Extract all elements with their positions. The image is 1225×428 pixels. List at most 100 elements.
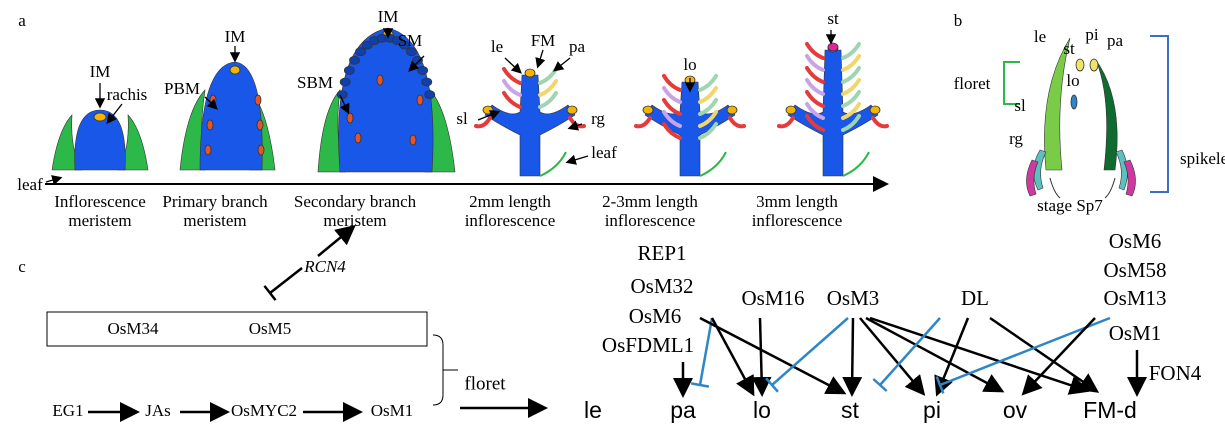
primordium (356, 48, 366, 56)
primordium (727, 106, 737, 114)
stage-caption: Primary branch (162, 192, 268, 211)
primordium (207, 120, 213, 130)
gene: JAs (145, 401, 171, 420)
primordium (258, 145, 264, 155)
spikelet-bracket (1150, 36, 1168, 192)
annotation: le (491, 37, 503, 56)
target: st (841, 397, 860, 423)
stage-caption: inflorescence (752, 211, 843, 230)
inflorescence (645, 82, 735, 176)
floral-organ (873, 118, 887, 126)
floral-organ (540, 69, 556, 83)
gene: OsM34 (107, 319, 159, 338)
primordium (255, 95, 261, 105)
regulator: OsM58 (1103, 258, 1166, 282)
palea (1096, 60, 1117, 170)
floral-organ (700, 76, 716, 90)
panel-label: a (18, 11, 26, 30)
gene: RCN4 (303, 257, 346, 276)
stage-caption: 2-3mm length (602, 192, 698, 211)
annotation: IM (225, 27, 246, 46)
regulator: OsM1 (1109, 321, 1162, 345)
stamen (1090, 59, 1098, 71)
spikelet-label: spikelet (1180, 149, 1225, 168)
stage-caption: meristem (183, 211, 246, 230)
primordium (377, 75, 383, 85)
target: le (584, 397, 602, 423)
annotation: SM (398, 31, 423, 50)
organ-label: le (1034, 27, 1046, 46)
target: pa (670, 397, 696, 423)
floret-label: floret (464, 373, 506, 394)
stage-caption: 3mm length (756, 192, 838, 211)
regulator: OsM6 (1109, 229, 1162, 253)
target: FM-d (1083, 397, 1137, 423)
primordium (347, 113, 353, 123)
primordium (340, 78, 350, 86)
annotation: IM (90, 62, 111, 81)
regulator: OsM3 (827, 286, 880, 310)
regulator: FON4 (1149, 361, 1202, 385)
floral-organ (504, 69, 520, 83)
primordium (94, 113, 106, 121)
stage-caption: meristem (68, 211, 131, 230)
stamen (1076, 59, 1084, 71)
stage-caption: 2mm length (469, 192, 551, 211)
inhibit-line (270, 268, 302, 293)
annotation: rg (591, 109, 605, 128)
primordium (418, 66, 428, 74)
regulator: REP1 (637, 241, 686, 265)
floral-organ (476, 118, 490, 126)
arrow (860, 318, 922, 392)
floret-label: floret (954, 74, 991, 93)
primordium (205, 145, 211, 155)
floral-organ (779, 118, 793, 126)
primordium (786, 106, 796, 114)
figure: aInflorescencemeristemPrimary branchmeri… (0, 0, 1225, 428)
organ-label: sl (1014, 96, 1026, 115)
gene-box (47, 312, 427, 346)
stage-caption: inflorescence (465, 211, 556, 230)
stage-caption: inflorescence (605, 211, 696, 230)
regulator: DL (961, 286, 989, 310)
primordium (828, 43, 838, 51)
annotation: leaf (17, 175, 43, 194)
annotation: SBM (297, 73, 333, 92)
annotation: FM (531, 31, 556, 50)
gene: OsM1 (371, 401, 414, 420)
primordium (643, 106, 653, 114)
regulator: OsM32 (630, 274, 693, 298)
primordium (425, 91, 435, 99)
arrow (318, 228, 352, 256)
primordium (525, 69, 535, 77)
primordium (567, 106, 577, 114)
target: pi (923, 397, 941, 423)
primordium (870, 106, 880, 114)
organ-label: lo (1066, 71, 1079, 90)
stage-label: stage Sp7 (1037, 196, 1103, 215)
organ-label: pa (1107, 31, 1124, 50)
annotation: sl (456, 109, 468, 128)
bracket (433, 335, 458, 405)
annotation: st (827, 9, 839, 28)
leaf (700, 152, 726, 176)
floral-organ (636, 118, 650, 126)
target: lo (753, 397, 771, 423)
panel-label: b (954, 11, 963, 30)
target: ov (1003, 397, 1028, 423)
floral-organ (807, 44, 823, 58)
arrow (505, 58, 520, 72)
regulator: OsM16 (741, 286, 804, 310)
primordium (422, 78, 432, 86)
primordium (257, 120, 263, 130)
inhibit-bar (264, 286, 275, 300)
arrow (555, 58, 570, 70)
arrow (568, 156, 588, 162)
sterile-lemma (1116, 150, 1128, 190)
annotation: leaf (591, 143, 617, 162)
regulator: OsM6 (629, 304, 682, 328)
stage-caption: Inflorescence (54, 192, 146, 211)
arrow (760, 318, 762, 392)
annotation: pa (569, 37, 586, 56)
organ-label: rg (1009, 129, 1023, 148)
